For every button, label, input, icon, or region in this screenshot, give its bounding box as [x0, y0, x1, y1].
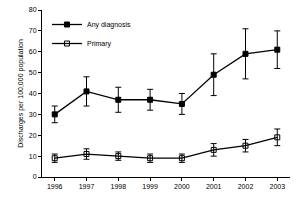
svg-text:1999: 1999: [142, 183, 158, 190]
svg-text:10: 10: [29, 153, 37, 160]
svg-text:Primary: Primary: [87, 40, 112, 48]
svg-text:Discharges per 100,000 populat: Discharges per 100,000 population: [17, 39, 25, 148]
svg-text:1998: 1998: [111, 183, 127, 190]
svg-text:20: 20: [29, 132, 37, 139]
svg-text:70: 70: [29, 27, 37, 34]
svg-text:2003: 2003: [269, 183, 285, 190]
svg-text:0: 0: [33, 173, 37, 180]
svg-text:50: 50: [29, 69, 37, 76]
svg-text:2001: 2001: [206, 183, 222, 190]
svg-text:1996: 1996: [47, 183, 63, 190]
svg-text:40: 40: [29, 90, 37, 97]
svg-text:2000: 2000: [174, 183, 190, 190]
svg-text:Any diagnosis: Any diagnosis: [87, 21, 131, 29]
svg-text:60: 60: [29, 48, 37, 55]
svg-text:80: 80: [29, 6, 37, 13]
svg-text:2002: 2002: [238, 183, 254, 190]
svg-text:30: 30: [29, 111, 37, 118]
svg-text:1997: 1997: [79, 183, 95, 190]
